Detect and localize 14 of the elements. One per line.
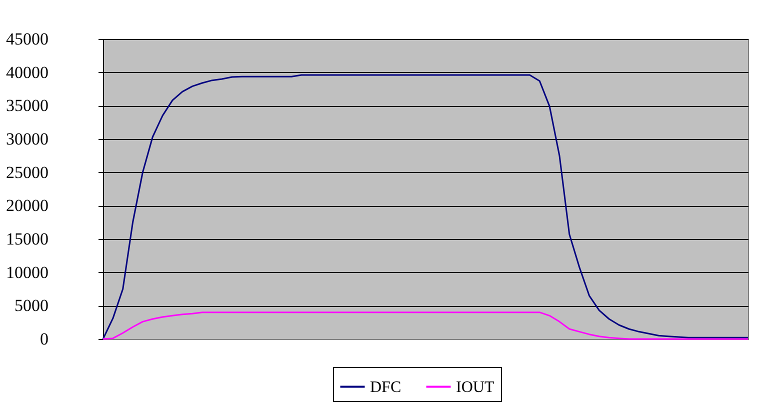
legend-label: IOUT	[456, 378, 494, 396]
y-tick-label: 0	[40, 330, 48, 348]
y-tick-label: 25000	[6, 162, 48, 182]
y-tick-label: 40000	[6, 62, 48, 82]
y-tick-label: 20000	[6, 196, 48, 216]
y-tick-label: 30000	[6, 130, 48, 148]
legend-label: DFC	[370, 378, 402, 396]
line-series	[102, 312, 749, 340]
y-tick-label: 15000	[6, 230, 48, 248]
y-tick-label: 45000	[6, 30, 48, 48]
y-tick-label: 35000	[6, 96, 48, 116]
y-tick-label: 10000	[6, 262, 48, 282]
line-series	[102, 74, 749, 340]
y-tick-label: 5000	[14, 296, 48, 316]
